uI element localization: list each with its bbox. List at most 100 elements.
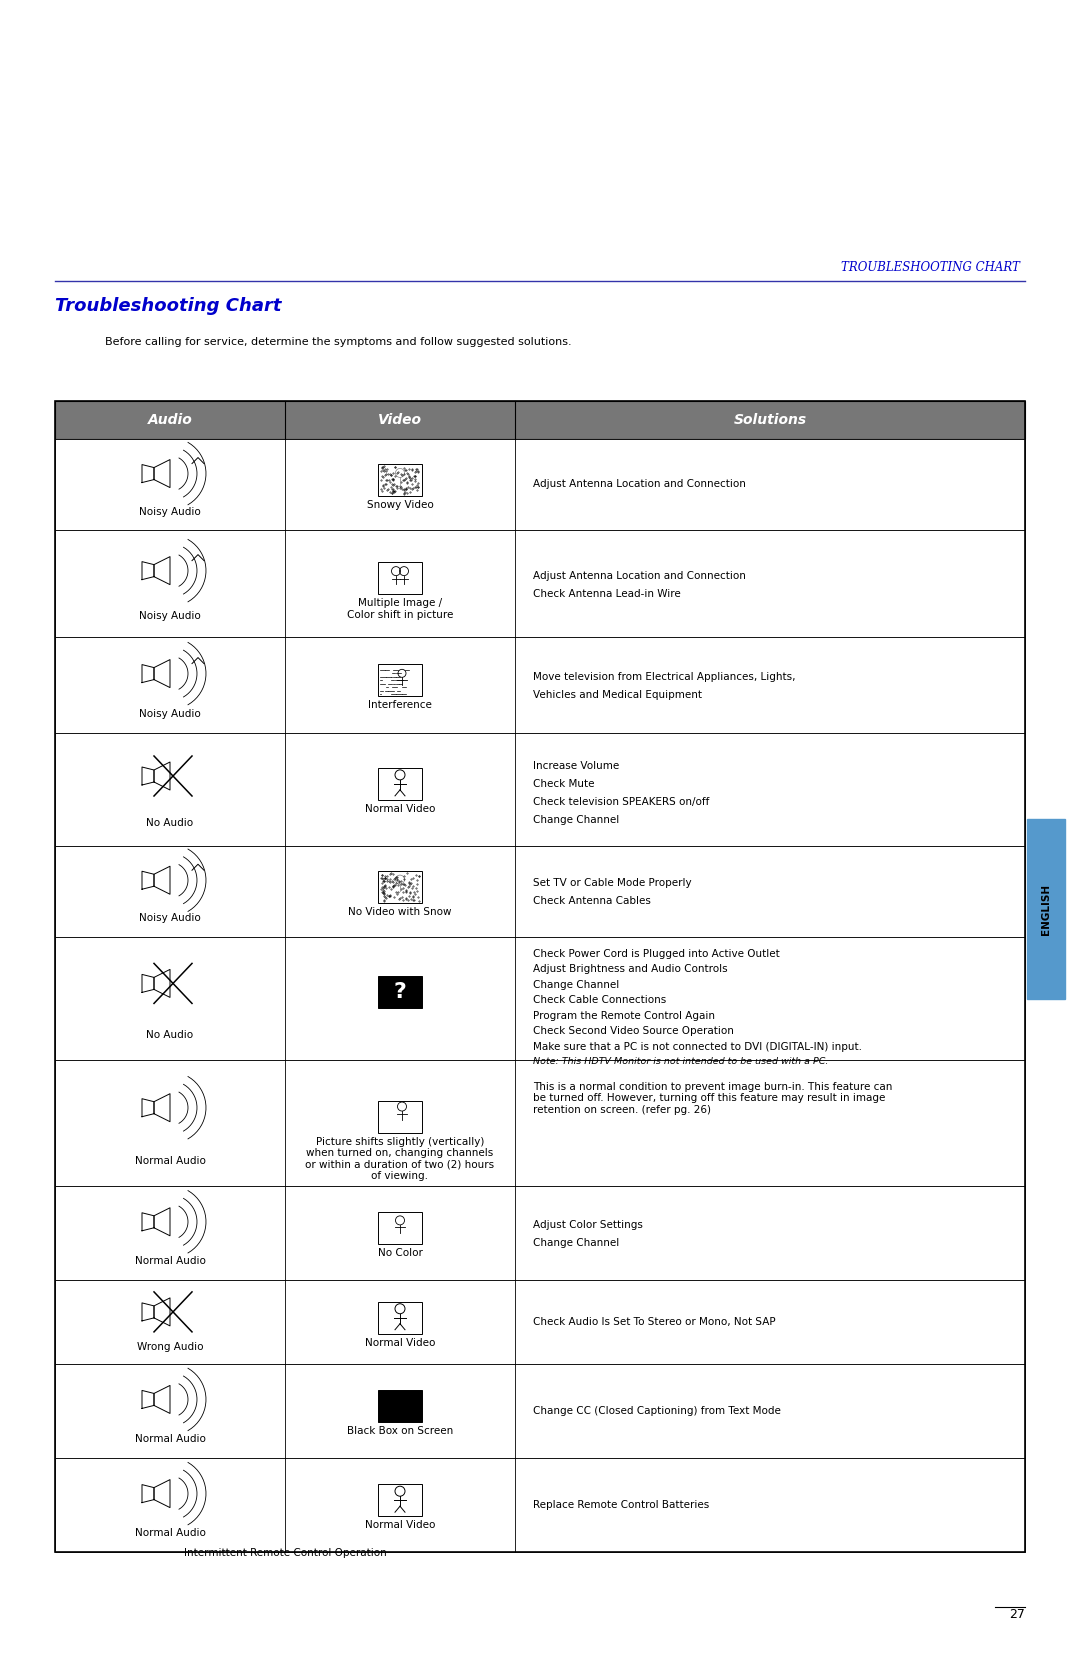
Polygon shape [141,975,154,993]
Text: Change Channel: Change Channel [534,980,619,990]
Text: Check Mute: Check Mute [534,779,594,789]
Bar [378,464,422,496]
Bar [378,562,422,594]
Polygon shape [141,1098,154,1117]
Bar [378,1100,422,1133]
Text: Check Power Cord is Plugged into Active Outlet: Check Power Cord is Plugged into Active … [534,948,780,958]
Text: No Color: No Color [378,1248,422,1258]
Polygon shape [141,871,154,890]
Polygon shape [154,763,170,789]
Text: Normal Audio: Normal Audio [135,1257,205,1267]
Bar [55,1060,1025,1187]
Bar [55,1187,1025,1280]
Text: Normal Audio: Normal Audio [135,1155,205,1165]
Text: Adjust Antenna Location and Connection: Adjust Antenna Location and Connection [534,571,746,581]
Polygon shape [154,970,170,998]
Text: Set TV or Cable Mode Properly: Set TV or Cable Mode Properly [534,878,691,888]
Text: Noisy Audio: Noisy Audio [139,709,201,719]
Bar [378,1302,422,1334]
Text: ENGLISH: ENGLISH [1041,883,1051,935]
Text: Video: Video [378,412,422,427]
Text: Adjust Antenna Location and Connection: Adjust Antenna Location and Connection [534,479,746,489]
Text: Noisy Audio: Noisy Audio [139,507,201,517]
Text: ?: ? [393,981,406,1001]
Bar [378,1484,422,1515]
Text: Multiple Image /
Color shift in picture: Multiple Image / Color shift in picture [347,598,454,619]
Text: Interference: Interference [368,701,432,711]
Text: Intermittent Remote Control Operation: Intermittent Remote Control Operation [184,1549,387,1557]
Bar [55,1364,1025,1457]
Bar [55,439,1025,531]
Polygon shape [154,1480,170,1507]
Polygon shape [141,1485,154,1502]
Polygon shape [141,1303,154,1320]
Bar [55,1280,1025,1364]
Text: Noisy Audio: Noisy Audio [139,913,201,923]
Polygon shape [154,866,170,895]
Text: Make sure that a PC is not connected to DVI (DIGITAL-IN) input.: Make sure that a PC is not connected to … [534,1041,862,1051]
Bar [378,871,422,903]
Text: Check television SPEAKERS on/off: Check television SPEAKERS on/off [534,796,710,806]
Text: Change Channel: Change Channel [534,814,619,824]
Text: Program the Remote Control Again: Program the Remote Control Again [534,1011,715,1021]
Polygon shape [141,1213,154,1230]
Text: Replace Remote Control Batteries: Replace Remote Control Batteries [534,1500,710,1510]
Bar [378,976,422,1008]
Text: Normal Video: Normal Video [365,1520,435,1530]
Text: Normal Video: Normal Video [365,804,435,814]
Text: Check Antenna Lead-in Wire: Check Antenna Lead-in Wire [534,589,680,599]
Text: Change CC (Closed Captioning) from Text Mode: Change CC (Closed Captioning) from Text … [534,1405,781,1415]
Text: Change Channel: Change Channel [534,1238,619,1248]
Text: Check Second Video Source Operation: Check Second Video Source Operation [534,1026,734,1036]
Text: Check Cable Connections: Check Cable Connections [534,995,666,1005]
Text: This is a normal condition to prevent image burn-in. This feature can
be turned : This is a normal condition to prevent im… [534,1082,892,1115]
Text: Increase Volume: Increase Volume [534,761,619,771]
Bar [55,401,1025,1552]
Text: TROUBLESHOOTING CHART: TROUBLESHOOTING CHART [841,260,1020,274]
Text: Vehicles and Medical Equipment: Vehicles and Medical Equipment [534,691,702,701]
Polygon shape [154,459,170,487]
Polygon shape [154,1298,170,1325]
Bar [378,768,422,799]
Text: Normal Audio: Normal Audio [135,1434,205,1444]
Polygon shape [154,1208,170,1235]
Polygon shape [154,1385,170,1414]
Text: Before calling for service, determine the symptoms and follow suggested solution: Before calling for service, determine th… [105,337,571,347]
Text: Move television from Electrical Appliances, Lights,: Move television from Electrical Applianc… [534,673,796,683]
Text: Wrong Audio: Wrong Audio [137,1342,203,1352]
Bar [1027,819,1065,1000]
Text: Normal Video: Normal Video [365,1339,435,1349]
Polygon shape [141,664,154,683]
Text: Check Antenna Cables: Check Antenna Cables [534,896,651,906]
Text: Solutions: Solutions [733,412,807,427]
Polygon shape [141,1390,154,1409]
Bar [378,664,422,696]
Bar [55,638,1025,733]
Bar [55,401,1025,439]
Bar [378,1212,422,1245]
Text: Check Audio Is Set To Stereo or Mono, Not SAP: Check Audio Is Set To Stereo or Mono, No… [534,1317,775,1327]
Polygon shape [154,659,170,688]
Text: Normal Audio: Normal Audio [135,1529,205,1539]
Bar [378,1390,422,1422]
Bar [55,531,1025,638]
Text: Adjust Brightness and Audio Controls: Adjust Brightness and Audio Controls [534,965,728,975]
Text: Note: This HDTV Monitor is not intended to be used with a PC.: Note: This HDTV Monitor is not intended … [534,1056,828,1066]
Polygon shape [154,557,170,584]
Polygon shape [154,1093,170,1122]
Text: Snowy Video: Snowy Video [366,501,433,511]
Bar [55,733,1025,846]
Text: 27: 27 [1009,1607,1025,1621]
Text: Picture shifts slightly (vertically)
when turned on, changing channels
or within: Picture shifts slightly (vertically) whe… [306,1137,495,1182]
Bar [55,846,1025,936]
Polygon shape [141,562,154,579]
Polygon shape [141,464,154,482]
Text: Adjust Color Settings: Adjust Color Settings [534,1220,643,1230]
Bar [55,936,1025,1060]
Text: Black Box on Screen: Black Box on Screen [347,1425,454,1435]
Text: Troubleshooting Chart: Troubleshooting Chart [55,297,282,315]
Text: Audio: Audio [148,412,192,427]
Polygon shape [141,768,154,784]
Text: No Audio: No Audio [147,1030,193,1040]
Text: Noisy Audio: Noisy Audio [139,611,201,621]
